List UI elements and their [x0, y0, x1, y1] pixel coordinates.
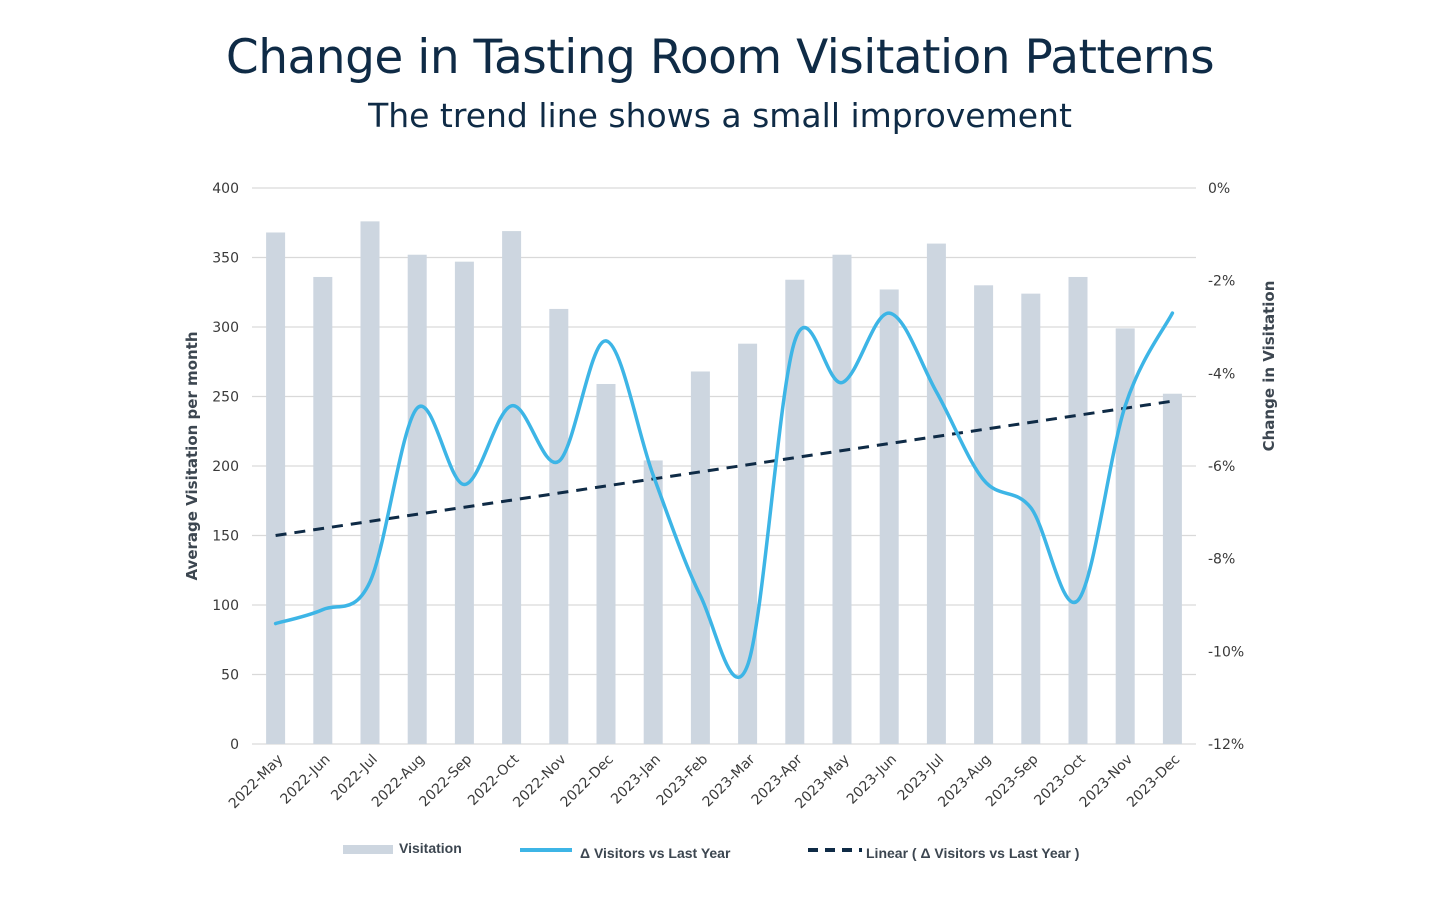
- y-tick-label: 100: [212, 598, 239, 614]
- bar-2022-Jun: [313, 276, 333, 744]
- bar-2022-Oct: [502, 231, 522, 745]
- y2-tick-label: 0%: [1208, 181, 1230, 197]
- y-tick-label: 0: [230, 737, 239, 753]
- legend-label-trend: Linear ( Δ Visitors vs Last Year ): [866, 845, 1079, 861]
- legend-label-change: Δ Visitors vs Last Year: [580, 845, 731, 861]
- bar-2023-Jun: [879, 289, 899, 744]
- y-axis-title: Average Visitation per month: [183, 331, 201, 580]
- legend-swatch-visitation: [343, 845, 393, 854]
- legend-label-visitation: Visitation: [399, 840, 462, 856]
- y-tick-label: 150: [212, 529, 239, 545]
- bar-2022-Aug: [407, 254, 427, 744]
- y2-tick-label: -12%: [1208, 737, 1244, 753]
- bar-2023-Aug: [974, 285, 994, 744]
- chart-subtitle: The trend line shows a small improvement: [368, 96, 1072, 135]
- bar-2022-Dec: [596, 383, 616, 744]
- y2-tick-label: -10%: [1208, 644, 1244, 660]
- chart-title: Change in Tasting Room Visitation Patter…: [225, 30, 1215, 85]
- y-tick-label: 400: [212, 181, 239, 197]
- y-tick-label: 200: [212, 459, 239, 475]
- y2-tick-label: -8%: [1208, 552, 1235, 568]
- bar-2023-Sep: [1021, 293, 1041, 744]
- y2-tick-label: -2%: [1208, 274, 1235, 290]
- bar-2022-Jul: [360, 221, 380, 745]
- bar-2023-May: [832, 254, 852, 744]
- bar-2023-Oct: [1068, 276, 1088, 744]
- bar-2023-Nov: [1115, 328, 1135, 744]
- y2-axis-title: Change in Visitation: [1260, 281, 1278, 452]
- change-line: [273, 311, 1175, 679]
- bar-2023-Apr: [785, 279, 805, 744]
- y-tick-label: 300: [212, 320, 239, 336]
- bar-2023-Mar: [738, 343, 758, 744]
- bar-2022-May: [266, 232, 286, 745]
- bar-2022-Sep: [454, 261, 474, 744]
- bar-2022-Nov: [549, 308, 569, 744]
- bar-2023-Feb: [690, 371, 710, 744]
- y-tick-label: 250: [212, 390, 239, 406]
- x-tick-label: 2023-Jun: [844, 752, 900, 808]
- bar-2023-Jan: [643, 460, 663, 744]
- y2-tick-label: -4%: [1208, 366, 1235, 382]
- bar-2023-Dec: [1162, 393, 1182, 744]
- y2-tick-label: -6%: [1208, 459, 1235, 475]
- bar-2023-Jul: [926, 243, 946, 744]
- x-tick-label: 2022-Jun: [278, 752, 334, 808]
- y-tick-label: 50: [221, 668, 239, 684]
- y-tick-label: 350: [212, 251, 239, 267]
- x-tick-label: 2022-May: [226, 752, 287, 813]
